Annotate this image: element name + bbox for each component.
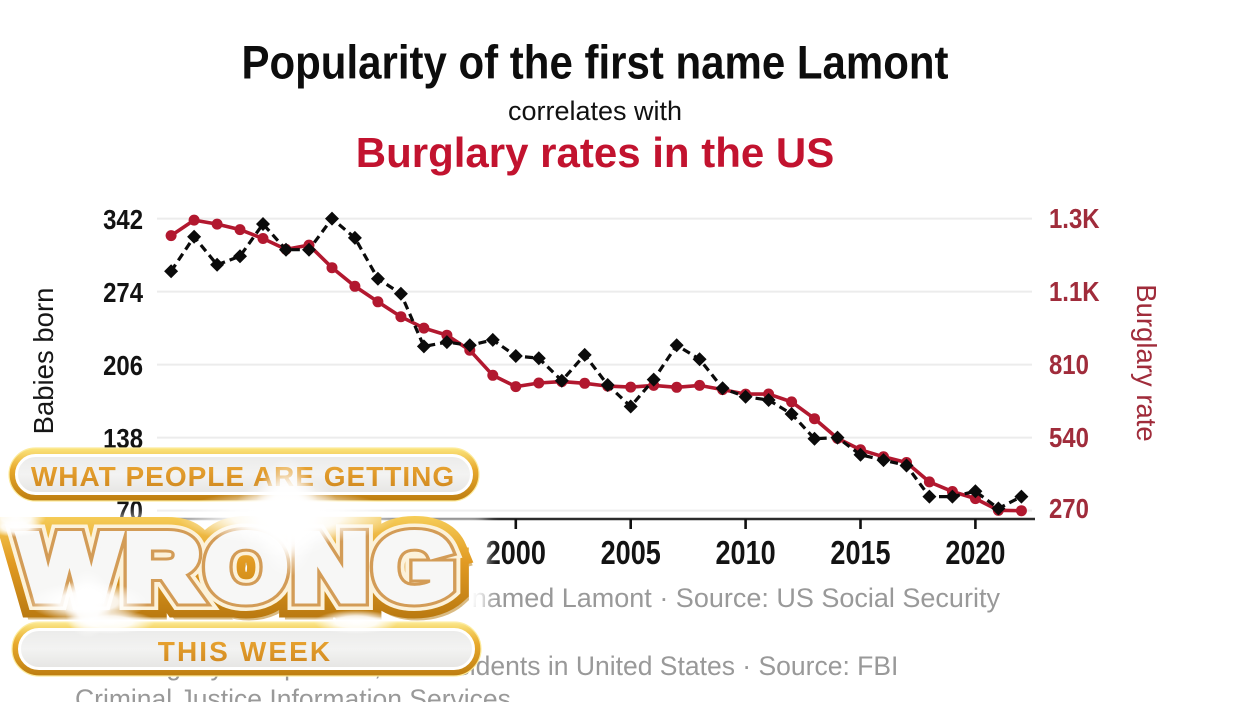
svg-text:WHAT PEOPLE ARE GETTING: WHAT PEOPLE ARE GETTING: [31, 461, 455, 492]
svg-text:274: 274: [103, 279, 144, 309]
svg-text:540: 540: [1049, 424, 1089, 454]
svg-text:2020: 2020: [945, 536, 1005, 572]
svg-text:Burglary rate: Burglary rate: [1131, 284, 1162, 441]
svg-text:206: 206: [103, 352, 143, 382]
svg-text:270: 270: [1049, 495, 1089, 525]
svg-text:2000: 2000: [486, 536, 546, 572]
svg-text:2005: 2005: [601, 536, 661, 572]
svg-text:1.1K: 1.1K: [1049, 278, 1100, 308]
svg-text:1.3K: 1.3K: [1049, 205, 1100, 235]
svg-text:342: 342: [103, 206, 143, 236]
svg-text:2010: 2010: [716, 536, 776, 572]
svg-text:810: 810: [1049, 351, 1089, 381]
svg-text:THIS WEEK: THIS WEEK: [158, 636, 332, 667]
svg-text:2015: 2015: [830, 536, 890, 572]
svg-text:Babies born: Babies born: [28, 288, 59, 435]
